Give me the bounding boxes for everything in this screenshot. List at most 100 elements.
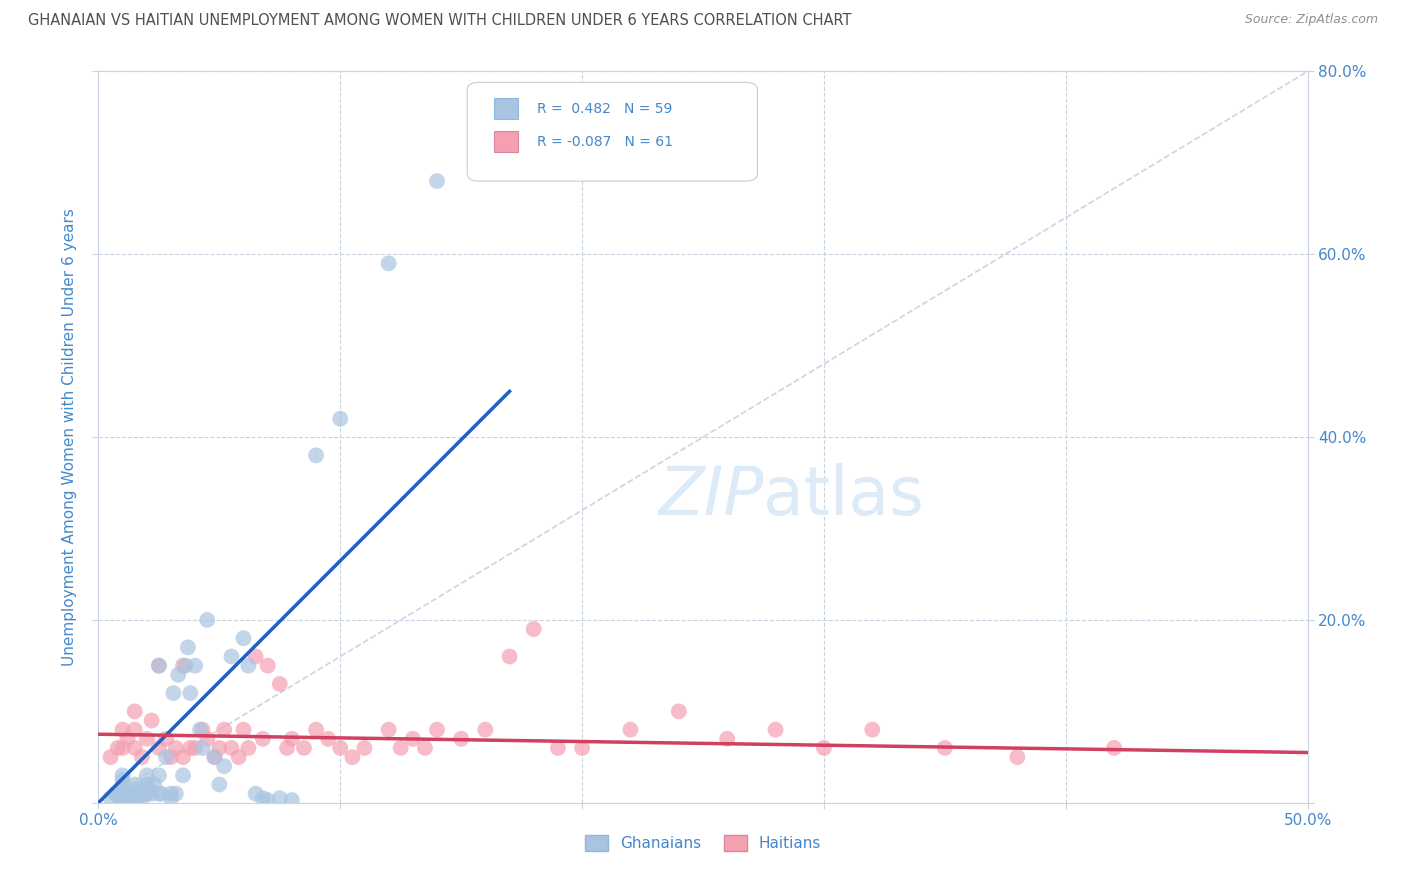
Point (131, 787, 153, 801)
Point (523, 622, 546, 636)
Point (195, 613, 218, 627)
Point (238, 658, 260, 673)
Point (107, 740, 129, 755)
Point (111, 723, 134, 737)
Point (276, 740, 298, 755)
Point (174, 658, 197, 673)
Point (100, 791, 122, 805)
Point (716, 731, 738, 746)
Point (1102, 740, 1125, 755)
Point (813, 740, 835, 755)
Point (195, 731, 218, 746)
Point (377, 723, 399, 737)
Point (160, 787, 183, 801)
Point (571, 740, 593, 755)
Point (232, 723, 254, 737)
Point (329, 740, 352, 755)
Point (252, 731, 274, 746)
Point (765, 723, 787, 737)
Point (167, 667, 190, 681)
Point (135, 731, 157, 746)
Point (172, 658, 194, 673)
Point (191, 723, 214, 737)
Point (124, 723, 146, 737)
Point (108, 791, 131, 805)
Point (143, 778, 166, 792)
Point (402, 731, 425, 746)
Text: ZIP: ZIP (658, 463, 763, 529)
Point (179, 686, 201, 700)
Point (204, 750, 226, 764)
Point (188, 723, 211, 737)
Point (353, 740, 375, 755)
Point (155, 731, 177, 746)
Point (228, 750, 250, 764)
Point (668, 705, 690, 719)
Point (135, 787, 157, 801)
Point (179, 740, 201, 755)
Point (547, 740, 569, 755)
Point (474, 723, 496, 737)
Point (111, 791, 134, 805)
Y-axis label: Unemployment Among Women with Children Under 6 years: Unemployment Among Women with Children U… (62, 208, 77, 666)
Point (316, 731, 339, 746)
Point (498, 649, 520, 664)
Text: R =  0.482   N = 59: R = 0.482 N = 59 (537, 102, 672, 116)
Point (165, 787, 187, 801)
Point (934, 740, 956, 755)
Point (252, 791, 274, 805)
Point (135, 768, 157, 782)
Text: atlas: atlas (763, 463, 924, 529)
Point (128, 789, 150, 803)
Point (111, 782, 134, 797)
Point (377, 256, 399, 270)
Point (232, 632, 254, 646)
Point (104, 787, 127, 801)
Point (111, 772, 134, 787)
Point (245, 649, 267, 664)
Point (111, 740, 134, 755)
Point (127, 782, 149, 797)
Point (155, 750, 177, 764)
Point (111, 768, 134, 782)
Point (426, 174, 449, 188)
Point (281, 731, 304, 746)
FancyBboxPatch shape (494, 131, 517, 152)
Point (269, 677, 291, 691)
Point (131, 782, 153, 797)
Point (212, 759, 235, 773)
Point (1007, 750, 1029, 764)
Point (269, 791, 291, 805)
Point (221, 649, 243, 664)
Point (148, 740, 170, 755)
Point (134, 789, 156, 803)
Point (118, 787, 141, 801)
Point (292, 740, 315, 755)
Point (121, 791, 143, 805)
Point (245, 787, 267, 801)
Point (150, 787, 173, 801)
Point (138, 782, 160, 797)
FancyBboxPatch shape (494, 98, 517, 119)
Point (212, 723, 235, 737)
Point (117, 731, 139, 746)
Point (426, 723, 449, 737)
Point (221, 740, 243, 755)
Point (148, 658, 170, 673)
Point (619, 723, 641, 737)
Point (124, 740, 146, 755)
Point (124, 778, 146, 792)
Point (256, 793, 278, 807)
Point (191, 740, 214, 755)
Point (160, 791, 183, 805)
Point (450, 731, 472, 746)
Point (860, 723, 883, 737)
Point (184, 658, 207, 673)
Point (208, 778, 231, 792)
Point (131, 750, 153, 764)
Legend: Ghanaians, Haitians: Ghanaians, Haitians (578, 830, 828, 857)
Text: R = -0.087   N = 61: R = -0.087 N = 61 (537, 135, 673, 149)
Point (100, 750, 122, 764)
Point (160, 750, 183, 764)
Point (208, 740, 231, 755)
